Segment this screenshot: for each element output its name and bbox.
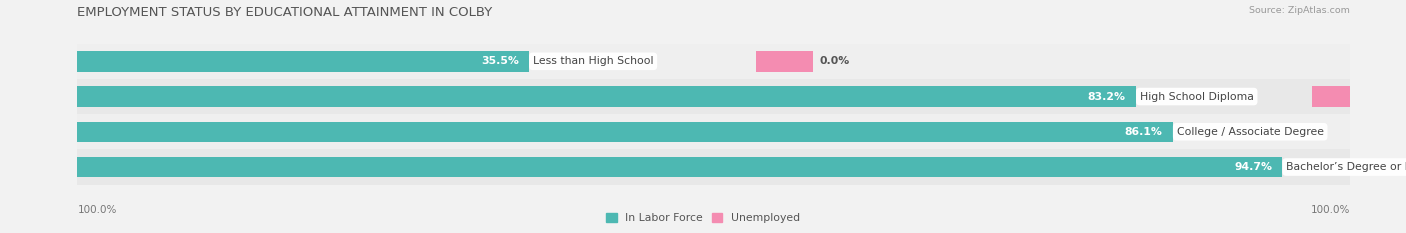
Text: High School Diploma: High School Diploma bbox=[1140, 92, 1254, 102]
Bar bbox=[77, 51, 529, 72]
Bar bbox=[77, 122, 1173, 142]
Text: Bachelor’s Degree or higher: Bachelor’s Degree or higher bbox=[1286, 162, 1406, 172]
Text: Source: ZipAtlas.com: Source: ZipAtlas.com bbox=[1249, 6, 1350, 15]
Text: 100.0%: 100.0% bbox=[1310, 205, 1350, 215]
Text: 94.7%: 94.7% bbox=[1234, 162, 1272, 172]
Text: 35.5%: 35.5% bbox=[481, 56, 519, 66]
Text: 0.0%: 0.0% bbox=[820, 56, 849, 66]
Bar bbox=[77, 44, 1350, 79]
Bar bbox=[77, 79, 1350, 114]
Bar bbox=[77, 149, 1350, 185]
Text: 100.0%: 100.0% bbox=[77, 205, 117, 215]
Text: Less than High School: Less than High School bbox=[533, 56, 654, 66]
Text: 83.2%: 83.2% bbox=[1088, 92, 1126, 102]
Legend: In Labor Force, Unemployed: In Labor Force, Unemployed bbox=[602, 209, 804, 228]
Bar bbox=[77, 157, 1282, 177]
Text: 86.1%: 86.1% bbox=[1125, 127, 1163, 137]
Bar bbox=[77, 86, 1136, 107]
Bar bbox=[755, 51, 813, 72]
Bar bbox=[1312, 86, 1400, 107]
Bar bbox=[77, 114, 1350, 149]
Text: EMPLOYMENT STATUS BY EDUCATIONAL ATTAINMENT IN COLBY: EMPLOYMENT STATUS BY EDUCATIONAL ATTAINM… bbox=[77, 6, 492, 19]
Text: College / Associate Degree: College / Associate Degree bbox=[1177, 127, 1323, 137]
